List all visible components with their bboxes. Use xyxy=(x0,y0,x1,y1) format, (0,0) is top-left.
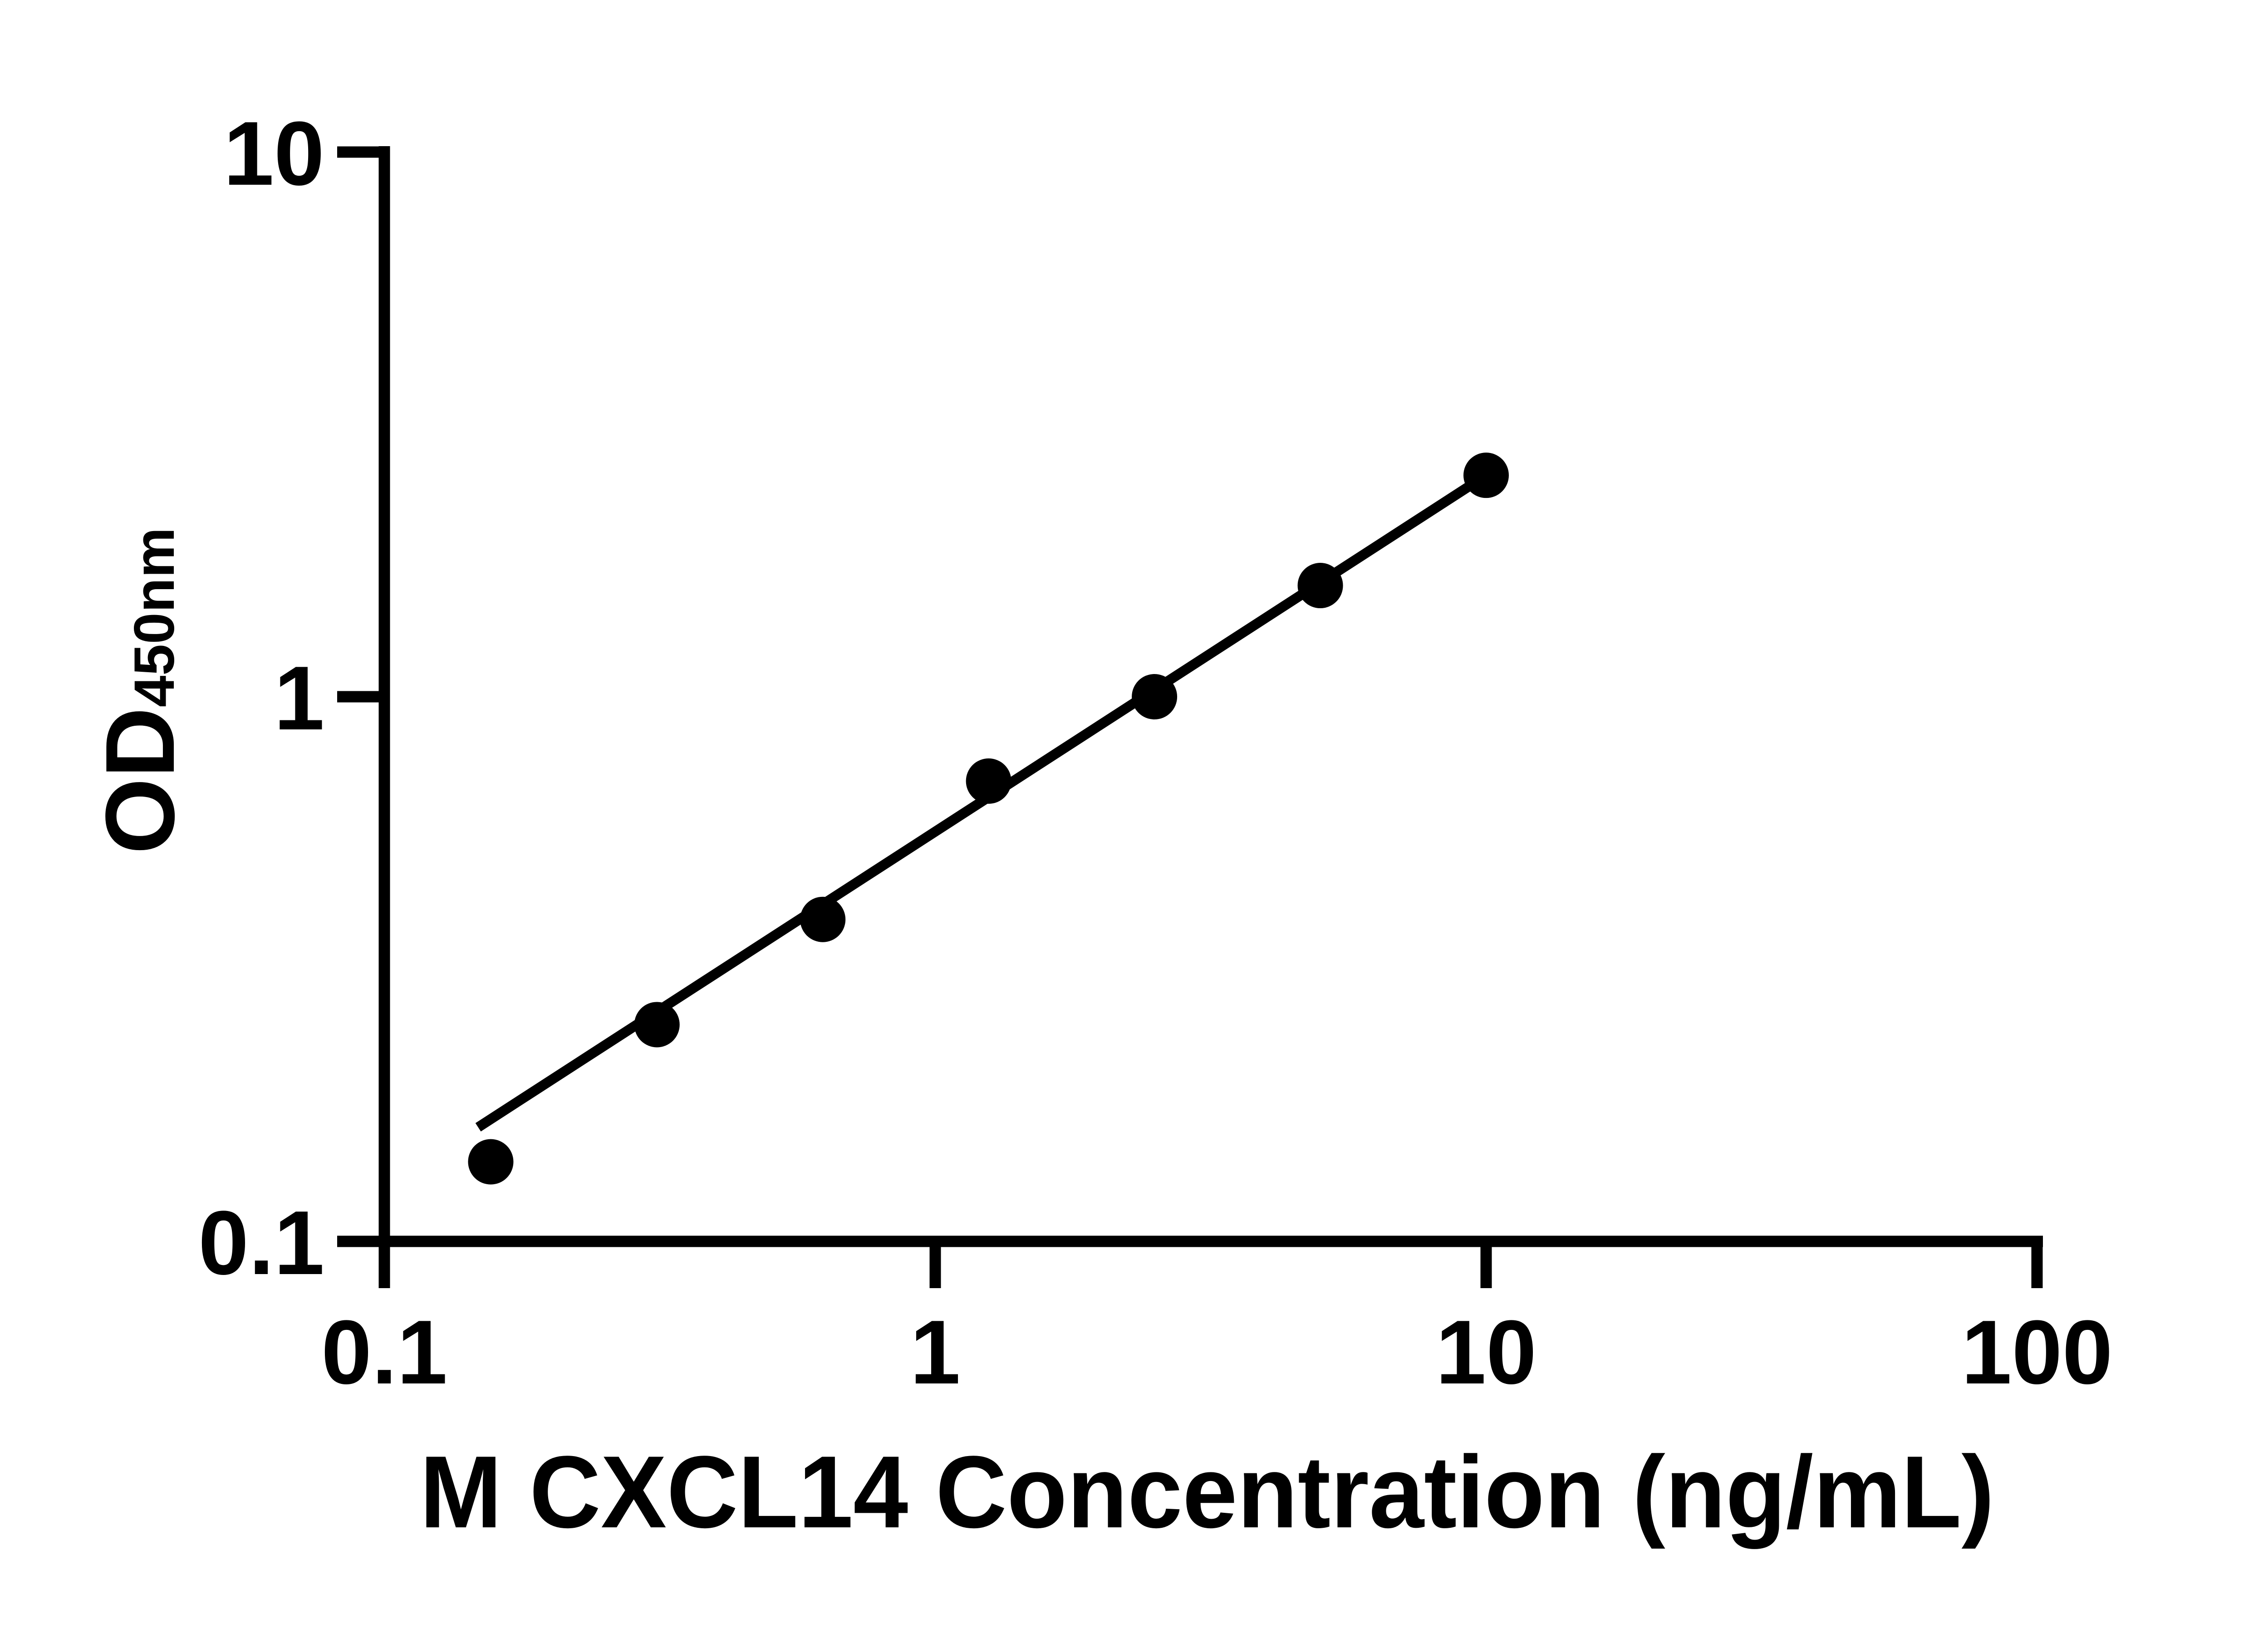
y-tick xyxy=(337,146,390,158)
x-tick xyxy=(1480,1235,1492,1288)
y-axis-title-sub: 450nm xyxy=(123,527,186,707)
x-tick-label: 1 xyxy=(910,1302,960,1403)
x-tick-label: 100 xyxy=(1961,1302,2113,1403)
data-point xyxy=(1297,563,1343,609)
x-axis-line xyxy=(337,1235,2043,1247)
data-point xyxy=(1132,674,1178,719)
data-point xyxy=(1463,453,1509,498)
x-tick-label: 0.1 xyxy=(321,1302,447,1403)
x-tick xyxy=(378,1235,390,1288)
data-point xyxy=(634,1002,680,1048)
x-tick xyxy=(929,1235,941,1288)
axis-tick-labels: 10 1 0.10.1 1 10 100 xyxy=(198,103,2113,1403)
axes xyxy=(337,146,2043,1288)
x-tick-label: 10 xyxy=(1436,1302,1537,1403)
y-tick-label: 0.1 xyxy=(198,1192,324,1294)
x-axis-title: M CXCL14 Concentration (ng/mL) xyxy=(420,1434,1994,1549)
axis-ticks xyxy=(337,146,2043,1288)
data-point xyxy=(468,1139,514,1185)
x-tick xyxy=(2031,1235,2043,1288)
y-axis-title-main: OD xyxy=(85,707,195,854)
data-point xyxy=(800,896,846,942)
data-point xyxy=(966,758,1011,804)
y-tick-label: 10 xyxy=(224,103,324,204)
plot-area xyxy=(468,453,1509,1185)
y-axis-line xyxy=(378,146,390,1288)
y-axis-title: OD450nm xyxy=(85,527,195,854)
y-tick-label: 1 xyxy=(274,648,324,749)
y-tick xyxy=(337,691,390,703)
